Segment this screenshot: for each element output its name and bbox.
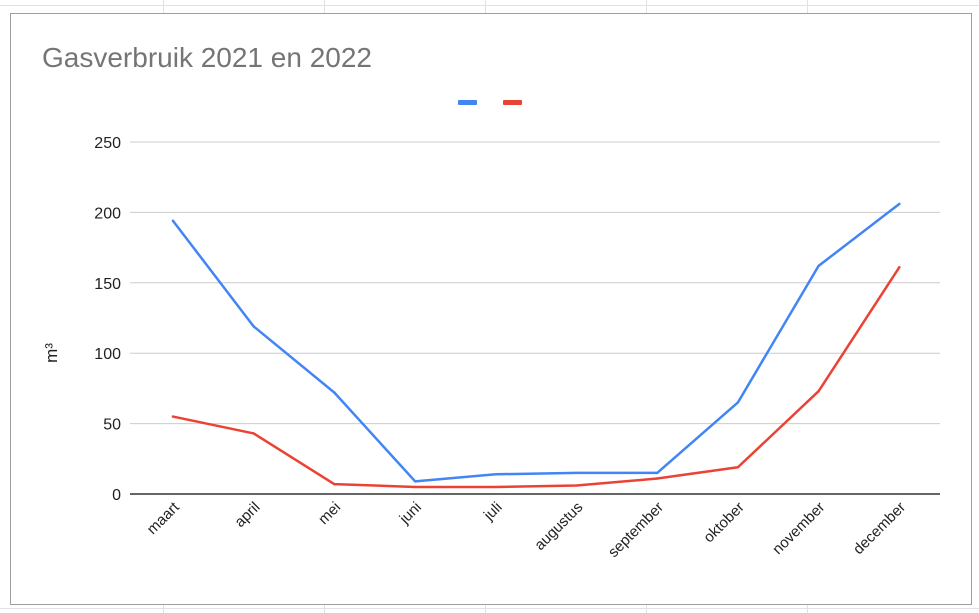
data-point[interactable]	[413, 480, 417, 483]
data-point[interactable]	[494, 473, 497, 476]
x-tick-label: maart	[144, 498, 184, 538]
x-tick-label: november	[769, 499, 828, 558]
data-point[interactable]	[333, 482, 336, 486]
chart-container[interactable]: Gasverbruik 2021 en 2022	[10, 13, 972, 605]
legend-swatch-1[interactable]	[458, 100, 477, 105]
y-tick-label: 50	[103, 417, 121, 434]
y-tick-label: 0	[112, 487, 121, 504]
x-tick-label: juni	[396, 499, 425, 528]
data-point[interactable]	[898, 266, 901, 269]
x-tick-label: december	[850, 499, 909, 558]
data-point[interactable]	[898, 202, 901, 206]
data-point[interactable]	[656, 477, 659, 480]
data-point[interactable]	[736, 401, 740, 404]
x-tick-label: september	[605, 499, 667, 561]
x-tick-label: april	[231, 499, 263, 531]
gridlines	[130, 141, 940, 495]
y-axis-label: m³	[42, 343, 61, 363]
series-line-2[interactable]	[171, 266, 901, 489]
x-tick-label: mei	[315, 499, 344, 528]
legend-swatch-2[interactable]	[503, 100, 522, 105]
y-tick-label: 100	[94, 346, 121, 363]
data-point[interactable]	[252, 325, 255, 328]
data-point[interactable]	[817, 390, 820, 393]
x-tick-label: oktober	[700, 499, 747, 546]
data-point[interactable]	[656, 471, 659, 475]
data-point[interactable]	[333, 391, 336, 394]
data-point[interactable]	[413, 485, 417, 489]
data-point[interactable]	[252, 432, 255, 435]
chart-title: Gasverbruik 2021 en 2022	[42, 42, 372, 73]
series-line-1[interactable]	[171, 202, 901, 483]
y-axis-ticks: 0 50 100 150 200 250	[94, 135, 121, 504]
data-point[interactable]	[575, 484, 578, 487]
data-point[interactable]	[736, 466, 740, 469]
data-point[interactable]	[494, 485, 497, 489]
x-axis-ticks: maart april mei juni juli augustus september ok…	[144, 498, 909, 561]
data-point[interactable]	[171, 219, 175, 223]
x-tick-label: augustus	[531, 499, 586, 554]
legend	[458, 100, 522, 105]
x-tick-label: juli	[480, 499, 506, 525]
data-point[interactable]	[575, 471, 578, 475]
data-point[interactable]	[171, 415, 175, 418]
y-tick-label: 200	[94, 205, 121, 222]
y-tick-label: 150	[94, 276, 121, 293]
data-point[interactable]	[817, 264, 820, 268]
series-lines	[171, 202, 901, 489]
y-tick-label: 250	[94, 135, 121, 152]
